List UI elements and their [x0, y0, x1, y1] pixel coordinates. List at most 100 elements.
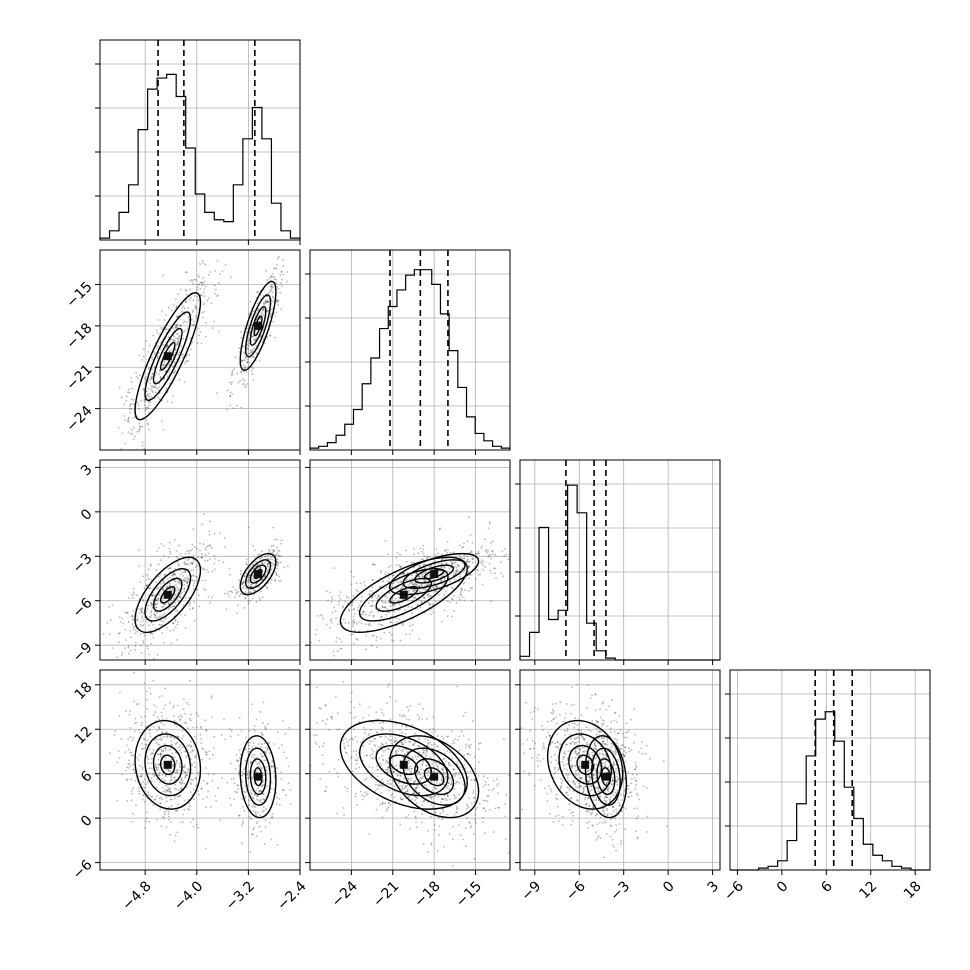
sample-point	[450, 730, 453, 732]
sample-point	[330, 715, 332, 718]
sample-point	[183, 782, 186, 785]
sample-point	[188, 596, 190, 599]
sample-point	[442, 758, 445, 761]
sample-point	[181, 730, 184, 732]
sample-point	[370, 610, 373, 613]
sample-point	[164, 746, 167, 749]
sample-point	[382, 744, 385, 746]
sample-point	[151, 373, 154, 375]
sample-point	[379, 735, 382, 738]
sample-point	[144, 715, 147, 718]
sample-point	[277, 549, 279, 552]
sample-point	[384, 595, 387, 598]
sample-point	[169, 567, 172, 570]
sample-point	[459, 777, 462, 779]
sample-point	[173, 596, 176, 599]
sample-point	[200, 787, 203, 790]
sample-point	[159, 370, 161, 373]
sample-point	[323, 742, 325, 745]
sample-point	[149, 563, 152, 566]
sample-point	[207, 273, 210, 276]
sample-point	[193, 619, 196, 622]
sample-point	[276, 767, 278, 770]
sample-point	[338, 595, 340, 597]
sample-point	[152, 657, 155, 660]
sample-point	[142, 388, 145, 390]
sample-point	[251, 796, 253, 799]
sample-point	[141, 793, 144, 796]
sample-point	[434, 590, 437, 593]
sample-point	[467, 806, 470, 809]
sample-point	[172, 622, 175, 625]
sample-point	[157, 743, 160, 746]
sample-point	[608, 705, 610, 708]
sample-point	[377, 783, 380, 786]
sample-point	[416, 713, 419, 716]
sample-point	[474, 808, 477, 811]
sample-point	[240, 360, 243, 363]
sample-point	[218, 559, 221, 562]
sample-point	[402, 714, 405, 716]
sample-point	[394, 597, 397, 600]
sample-point	[332, 654, 335, 657]
sample-point	[448, 777, 451, 780]
sample-point	[579, 777, 582, 780]
sample-point	[410, 768, 413, 770]
sample-point	[250, 586, 253, 588]
sample-point	[141, 615, 144, 617]
sample-point	[628, 795, 630, 798]
sample-point	[273, 770, 276, 773]
sample-point	[143, 738, 145, 740]
sample-point	[283, 566, 286, 569]
sample-point	[453, 610, 456, 612]
sample-point	[247, 348, 250, 351]
sample-point	[205, 729, 208, 732]
sample-point	[315, 628, 318, 631]
sample-point	[459, 556, 461, 559]
sample-point	[241, 770, 244, 773]
sample-point	[415, 758, 418, 761]
sample-point	[424, 749, 427, 752]
sample-point	[387, 685, 390, 688]
sample-point	[369, 611, 372, 614]
sample-point	[460, 589, 463, 592]
sample-point	[164, 748, 167, 751]
sample-point	[150, 602, 153, 605]
sample-point	[426, 742, 429, 744]
sample-point	[343, 747, 346, 750]
sample-point	[252, 810, 255, 813]
sample-point	[344, 786, 346, 788]
sample-point	[371, 721, 374, 724]
sample-point	[235, 404, 238, 407]
sample-point	[176, 592, 179, 595]
sample-point	[357, 606, 360, 609]
sample-point	[267, 301, 270, 303]
sample-point	[417, 755, 420, 757]
histogram-p1	[309, 269, 511, 450]
sample-point	[173, 787, 176, 790]
sample-point	[447, 762, 450, 765]
sample-point	[245, 561, 248, 564]
sample-point	[249, 362, 251, 364]
sample-point	[264, 808, 267, 810]
sample-point	[282, 265, 285, 268]
sample-point	[230, 778, 233, 781]
sample-point	[529, 747, 532, 750]
sample-point	[230, 276, 233, 279]
sample-point	[197, 556, 200, 559]
sample-point	[480, 547, 483, 549]
sample-point	[398, 608, 401, 611]
sample-point	[396, 551, 399, 554]
sample-point	[429, 796, 432, 799]
sample-point	[230, 762, 232, 765]
sample-point	[419, 768, 422, 771]
sample-point	[280, 308, 283, 311]
sample-point	[443, 566, 446, 568]
sample-point	[571, 722, 574, 725]
density-contour	[152, 577, 183, 612]
sample-point	[175, 550, 178, 552]
sample-point	[589, 813, 592, 816]
sample-point	[435, 764, 438, 766]
sample-point	[498, 807, 500, 809]
sample-point	[380, 791, 383, 794]
